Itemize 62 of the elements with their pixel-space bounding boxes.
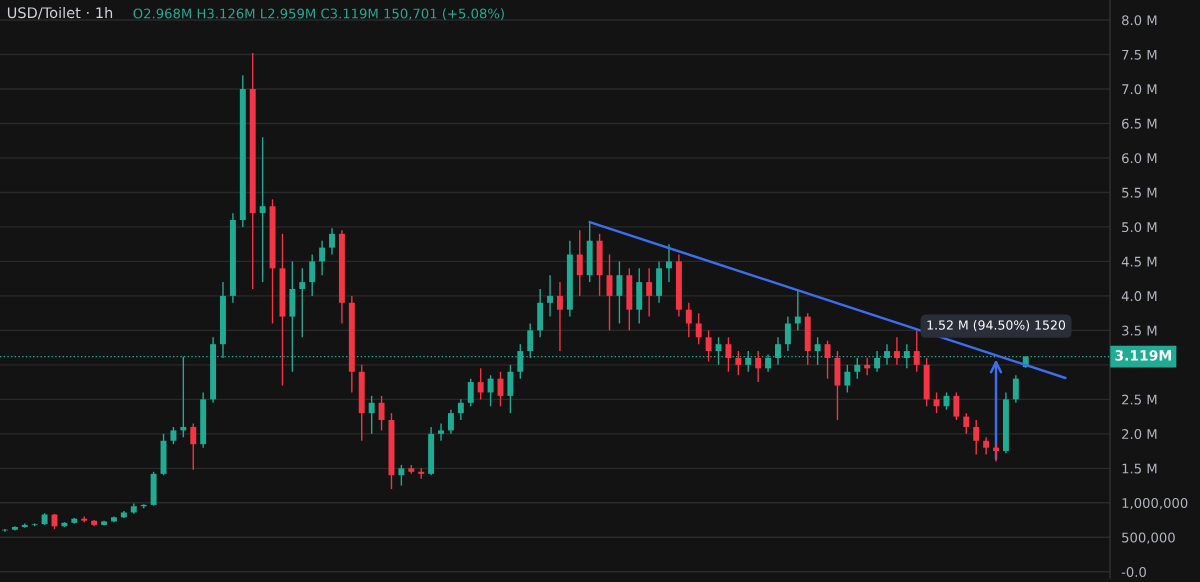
candlestick (487, 374, 494, 407)
candlestick (963, 412, 970, 435)
candlestick (547, 274, 554, 318)
y-tick-label: -0.0 (1121, 567, 1146, 577)
candlestick (190, 422, 197, 471)
candlestick (824, 340, 831, 380)
y-tick-label: 500,000 (1122, 532, 1175, 544)
candlestick (695, 312, 702, 345)
candlestick (735, 350, 742, 376)
candlestick (378, 395, 385, 432)
y-tick-label: 6.0 M (1122, 153, 1157, 164)
candlestick (685, 302, 692, 338)
candlestick (814, 336, 821, 366)
y-tick-label: 1,000,000 (1122, 498, 1188, 510)
candlestick (259, 136, 266, 283)
candlestick (725, 336, 732, 373)
candlestick (854, 357, 861, 380)
candlestick (309, 253, 316, 297)
y-tick-label: 7.0 M (1122, 84, 1157, 95)
y-tick-label: 5.0 M (1122, 222, 1157, 233)
candlestick (477, 367, 484, 401)
candlestick (646, 267, 653, 318)
candlestick (438, 422, 444, 442)
y-tick-label: 5.5 M (1122, 187, 1157, 198)
candlestick (973, 419, 980, 456)
y-tick-label: 8.0 M (1122, 15, 1157, 26)
candlestick (784, 315, 791, 352)
ref-line-label: 3.119M (1115, 350, 1171, 361)
chart-title: USD/Toilet · 1h (7, 6, 113, 20)
candlestick (447, 409, 454, 435)
candlestick (576, 229, 583, 297)
candlestick (616, 260, 623, 325)
y-tick-label: 2.5 M (1122, 394, 1157, 405)
y-tick-label: 6.5 M (1122, 118, 1157, 129)
candlestick (874, 350, 881, 373)
candlestick (933, 391, 940, 414)
candlestick (844, 364, 851, 394)
y-tick-label: 1.5 M (1122, 463, 1157, 474)
candlestick (666, 243, 672, 283)
candlestick (1012, 374, 1019, 404)
candlestick (398, 464, 405, 487)
candlestick (705, 329, 712, 363)
candlestick (893, 336, 900, 366)
candlestick (329, 227, 335, 256)
candlestick (527, 322, 534, 359)
y-tick-label: 4.0 M (1121, 291, 1157, 302)
candlestick (299, 267, 306, 338)
y-tick-label: 4.5 M (1121, 256, 1157, 267)
candlestick (457, 398, 464, 421)
candlestick (913, 329, 920, 373)
y-tick-label: 3.5 M (1122, 325, 1157, 336)
annotation: 1.52 M (94.50%) 1520 (927, 320, 1066, 332)
candlestick (556, 281, 563, 352)
candlestick (467, 377, 474, 407)
candlestick (953, 391, 960, 421)
candlestick (755, 350, 762, 383)
y-tick-label: 7.5 M (1122, 49, 1157, 60)
candlestick (319, 240, 326, 276)
annotation: O2.968M H3.126M L2.959M C3.119M 150,701 (+5.08%) (133, 8, 504, 21)
y-tick-label: 2.0 M (1122, 429, 1157, 440)
candlestick (368, 395, 375, 435)
candlestick (983, 436, 990, 456)
